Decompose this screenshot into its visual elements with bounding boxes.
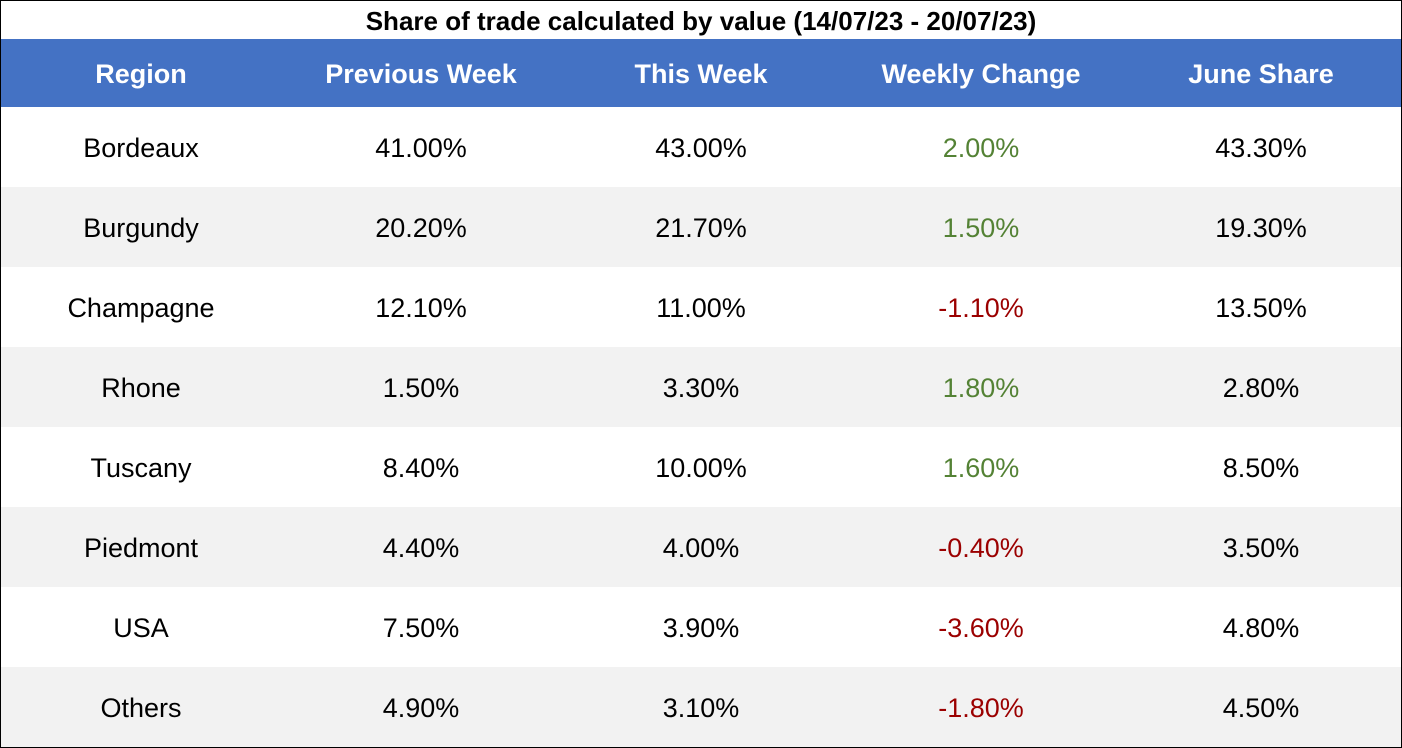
cell-weekly-change: -0.40%	[938, 533, 1024, 563]
cell-june-share: 19.30%	[1215, 213, 1307, 243]
cell-weekly-change: 1.80%	[942, 373, 1020, 403]
cell-this-week: 10.00%	[655, 453, 747, 483]
cell-this-week: 3.90%	[662, 613, 740, 643]
cell-previous-week: 4.90%	[382, 693, 460, 723]
table-header-row: Region Previous Week This Week Weekly Ch…	[1, 39, 1401, 107]
cell-weekly-change: -1.80%	[938, 693, 1024, 723]
table-row: Champagne 12.10% 11.00% -1.10% 13.50%	[1, 267, 1401, 347]
cell-this-week: 3.10%	[662, 693, 740, 723]
cell-region: Others	[100, 693, 182, 723]
cell-june-share: 13.50%	[1215, 293, 1307, 323]
table-row: USA 7.50% 3.90% -3.60% 4.80%	[1, 587, 1401, 667]
cell-this-week: 4.00%	[662, 533, 740, 563]
cell-june-share: 4.80%	[1222, 613, 1300, 643]
column-header-june-share: June Share	[1188, 59, 1334, 89]
column-header-region: Region	[95, 59, 187, 89]
table-row: Piedmont 4.40% 4.00% -0.40% 3.50%	[1, 507, 1401, 587]
cell-weekly-change: 1.50%	[942, 213, 1020, 243]
cell-this-week: 3.30%	[662, 373, 740, 403]
cell-region: Rhone	[101, 373, 181, 403]
table-row: Burgundy 20.20% 21.70% 1.50% 19.30%	[1, 187, 1401, 267]
cell-region: USA	[113, 613, 169, 643]
column-header-weekly-change: Weekly Change	[881, 59, 1081, 89]
table-row: Rhone 1.50% 3.30% 1.80% 2.80%	[1, 347, 1401, 427]
cell-this-week: 11.00%	[656, 293, 746, 323]
cell-previous-week: 1.50%	[382, 373, 460, 403]
cell-this-week: 43.00%	[655, 133, 747, 163]
table-row: Others 4.90% 3.10% -1.80% 4.50%	[1, 667, 1401, 747]
cell-region: Tuscany	[90, 453, 192, 483]
cell-this-week: 21.70%	[655, 213, 747, 243]
column-header-previous-week: Previous Week	[325, 59, 517, 89]
cell-weekly-change: -3.60%	[938, 613, 1024, 643]
table-body: Bordeaux 41.00% 43.00% 2.00% 43.30% Burgundy 2…	[1, 107, 1401, 747]
cell-region: Burgundy	[83, 213, 199, 243]
cell-region: Bordeaux	[83, 133, 199, 163]
cell-region: Champagne	[67, 293, 215, 323]
cell-weekly-change: -1.10%	[938, 293, 1024, 323]
cell-june-share: 4.50%	[1222, 693, 1300, 723]
cell-previous-week: 41.00%	[375, 133, 467, 163]
cell-region: Piedmont	[83, 533, 199, 563]
cell-june-share: 3.50%	[1222, 533, 1300, 563]
cell-previous-week: 7.50%	[382, 613, 460, 643]
column-header-this-week: This Week	[634, 59, 768, 89]
cell-previous-week: 8.40%	[382, 453, 460, 483]
cell-june-share: 8.50%	[1222, 453, 1300, 483]
table-row: Bordeaux 41.00% 43.00% 2.00% 43.30%	[1, 107, 1401, 187]
cell-june-share: 43.30%	[1215, 133, 1307, 163]
cell-weekly-change: 1.60%	[942, 453, 1020, 483]
cell-weekly-change: 2.00%	[942, 133, 1020, 163]
cell-previous-week: 12.10%	[375, 293, 467, 323]
cell-previous-week: 20.20%	[375, 213, 467, 243]
cell-previous-week: 4.40%	[382, 533, 460, 563]
table-title: Share of trade calculated by value (14/0…	[365, 6, 1037, 36]
table-row: Tuscany 8.40% 10.00% 1.60% 8.50%	[1, 427, 1401, 507]
cell-june-share: 2.80%	[1222, 373, 1300, 403]
